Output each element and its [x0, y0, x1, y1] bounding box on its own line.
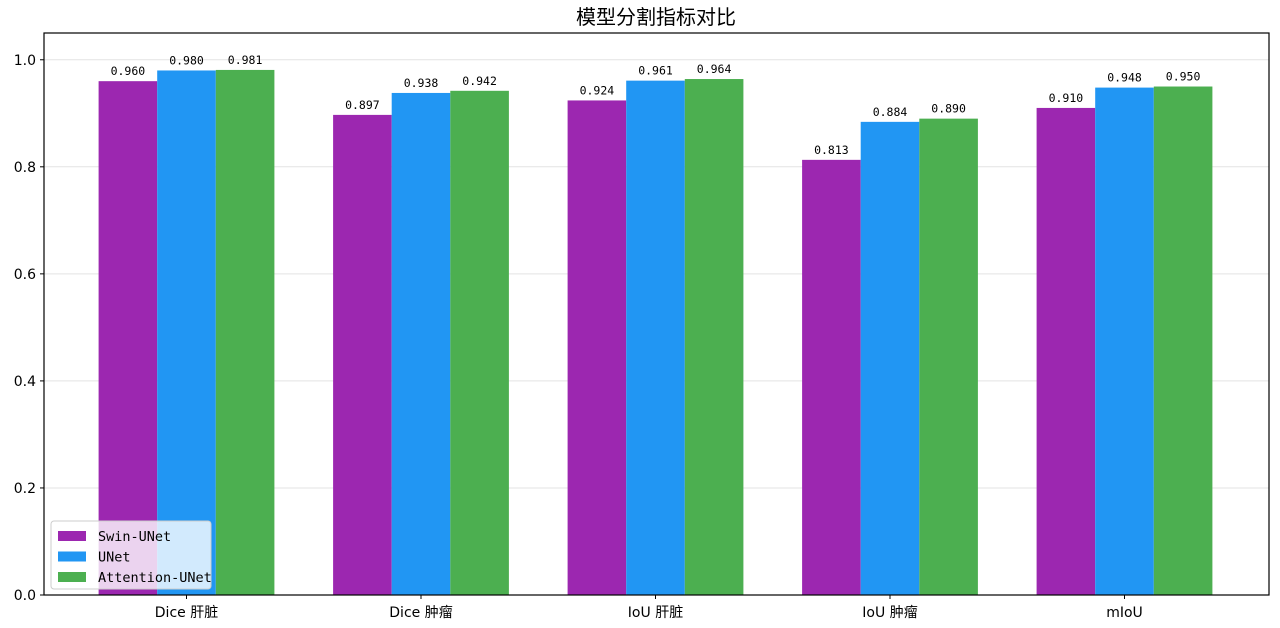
chart-title: 模型分割指标对比 [576, 5, 736, 29]
bar-value-label: 0.910 [1049, 91, 1084, 105]
x-axis: Dice 肝脏 Dice 肿瘤 IoU 肝脏 IoU 肿瘤 mIoU [155, 595, 1143, 621]
bar-value-label: 0.948 [1107, 71, 1142, 85]
legend-entry: Swin-UNet [98, 529, 171, 545]
bar-value-label: 0.942 [462, 74, 497, 88]
legend-entry: UNet [98, 550, 131, 566]
bar-swin-unet [802, 159, 861, 595]
bar-swin-unet [1036, 107, 1096, 595]
plot-frame [43, 32, 1270, 596]
bar-value-label: 0.938 [404, 76, 439, 90]
y-tick-label: 0.0 [14, 588, 36, 604]
y-tick-label: 0.8 [14, 160, 36, 176]
bar-unet [626, 80, 685, 596]
bar-swin-unet [333, 114, 392, 596]
bar-value-label: 0.924 [580, 83, 615, 97]
bar-attention-unet [215, 69, 275, 596]
bar-attention-unet [1153, 86, 1213, 596]
bar-unet [157, 70, 216, 595]
bar-attention-unet [919, 118, 978, 595]
bar-value-label: 0.813 [814, 143, 849, 157]
bar-value-label: 0.890 [931, 102, 966, 116]
value-labels: 0.960 0.980 0.981 0.897 0.938 0.942 0.924 0.961… [111, 53, 1201, 157]
bar-value-label: 0.950 [1166, 70, 1201, 84]
bar-value-label: 0.884 [873, 105, 908, 119]
bar-unet [391, 92, 451, 596]
legend-entry: Attention-UNet [98, 570, 212, 586]
bar-value-label: 0.897 [345, 98, 380, 112]
y-tick-label: 1.0 [14, 53, 36, 69]
bar-value-label: 0.961 [638, 64, 673, 78]
bar-attention-unet [450, 90, 509, 595]
y-axis: 0.0 0.2 0.4 0.6 0.8 1.0 [14, 53, 44, 604]
x-tick-label: Dice 肿瘤 [389, 604, 452, 621]
bar-unet [860, 121, 920, 596]
y-tick-label: 0.6 [14, 267, 36, 283]
x-tick-label: IoU 肝脏 [628, 605, 683, 621]
bar-value-label: 0.981 [228, 53, 263, 67]
bar-swin-unet [98, 81, 158, 595]
legend-box [50, 520, 212, 590]
bar-unet [1095, 87, 1154, 595]
x-tick-label: mIoU [1106, 605, 1143, 621]
bar-attention-unet [684, 79, 744, 596]
bar-value-label: 0.964 [697, 62, 732, 76]
legend-swatch [58, 551, 86, 562]
legend-swatch [58, 572, 86, 582]
bar-swin-unet [567, 100, 627, 595]
bar-value-label: 0.960 [111, 64, 146, 78]
legend: Swin-UNet UNet Attention-UNet [50, 520, 212, 590]
bar-value-label: 0.980 [169, 53, 204, 67]
x-tick-label: IoU 肿瘤 [862, 604, 917, 621]
bars [98, 69, 1213, 596]
y-tick-label: 0.2 [14, 481, 36, 497]
y-tick-label: 0.4 [14, 374, 36, 390]
legend-swatch [58, 531, 86, 541]
x-tick-label: Dice 肝脏 [155, 605, 218, 621]
